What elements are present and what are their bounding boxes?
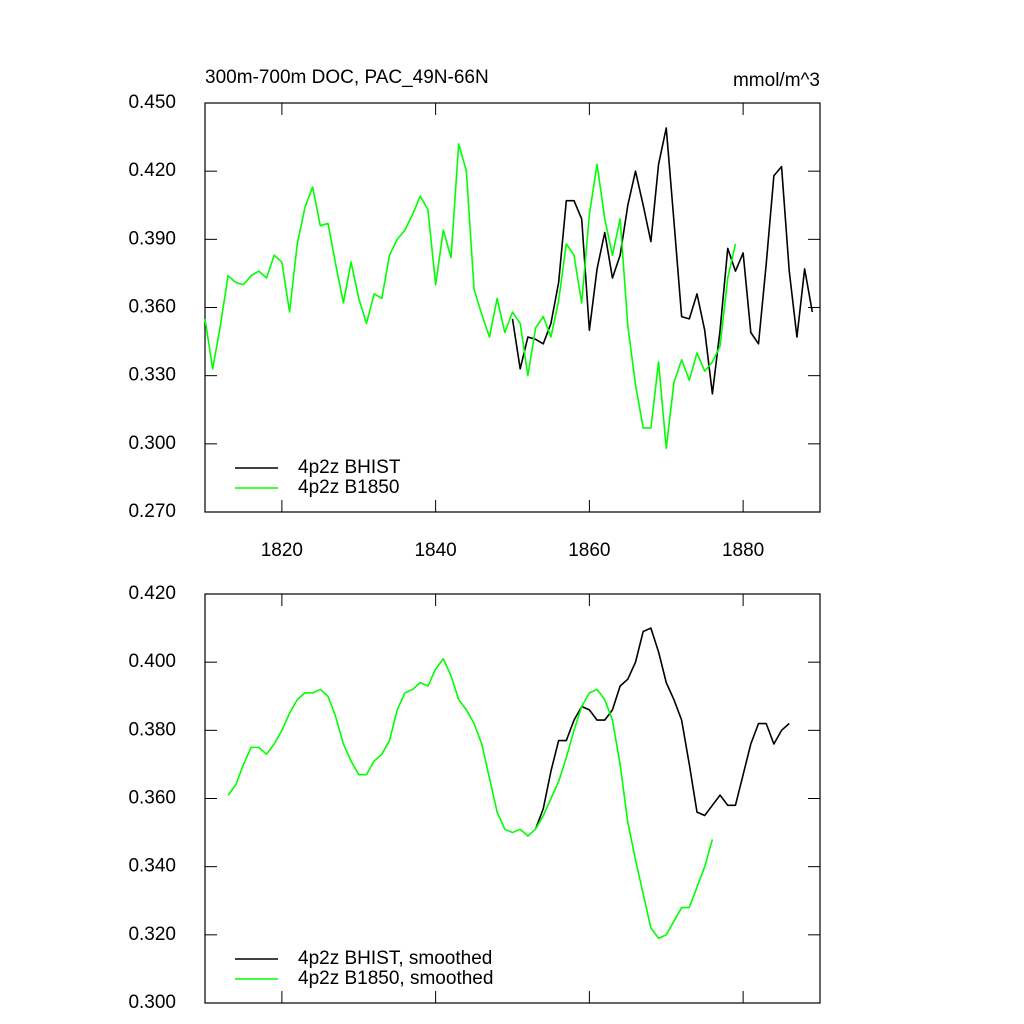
plot-frame	[204, 593, 821, 1004]
chart-title: 300m-700m DOC, PAC_49N-66N	[205, 67, 489, 88]
y-tick-label: 0.420	[128, 583, 176, 604]
y-tick-label: 0.320	[128, 924, 176, 945]
legend-label: 4p2z B1850	[298, 477, 399, 498]
y-tick-label: 0.400	[128, 651, 176, 672]
y-tick-label: 0.380	[128, 719, 176, 740]
y-tick-label: 0.360	[128, 297, 176, 318]
y-tick-label: 0.300	[128, 992, 176, 1013]
y-tick-label: 0.340	[128, 856, 176, 877]
y-tick-label: 0.390	[128, 228, 176, 249]
units-label: mmol/m^3	[733, 70, 820, 91]
series-line	[204, 143, 737, 450]
legend-label: 4p2z BHIST, smoothed	[298, 948, 492, 969]
legend-label: 4p2z BHIST	[298, 457, 401, 478]
series-line	[534, 627, 790, 830]
y-tick-label: 0.270	[128, 501, 176, 522]
y-tick-label: 0.450	[128, 92, 176, 113]
y-tick-label: 0.360	[128, 788, 176, 809]
y-tick-label: 0.300	[128, 433, 176, 454]
x-tick-label: 1880	[722, 540, 764, 561]
y-tick-label: 0.420	[128, 160, 176, 181]
series-line	[227, 657, 714, 940]
y-tick-label: 0.330	[128, 365, 176, 386]
x-tick-label: 1820	[261, 540, 303, 561]
legend-label: 4p2z B1850, smoothed	[298, 968, 493, 989]
plot-frame	[204, 102, 821, 513]
x-tick-label: 1860	[568, 540, 610, 561]
series-line	[511, 127, 814, 395]
x-tick-label: 1840	[414, 540, 456, 561]
